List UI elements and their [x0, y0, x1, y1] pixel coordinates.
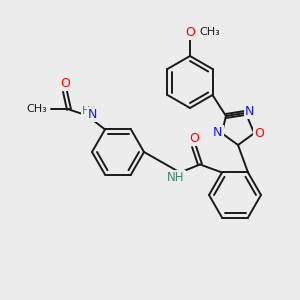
Text: O: O: [185, 26, 195, 38]
Text: CH₃: CH₃: [26, 104, 47, 115]
Text: NH: NH: [167, 171, 185, 184]
Text: O: O: [189, 132, 199, 145]
Text: N: N: [245, 105, 254, 119]
Text: N: N: [213, 126, 223, 139]
Text: O: O: [254, 127, 264, 140]
Text: O: O: [60, 77, 70, 90]
Text: N: N: [87, 108, 97, 121]
Text: CH₃: CH₃: [199, 27, 220, 37]
Text: H: H: [82, 106, 90, 116]
